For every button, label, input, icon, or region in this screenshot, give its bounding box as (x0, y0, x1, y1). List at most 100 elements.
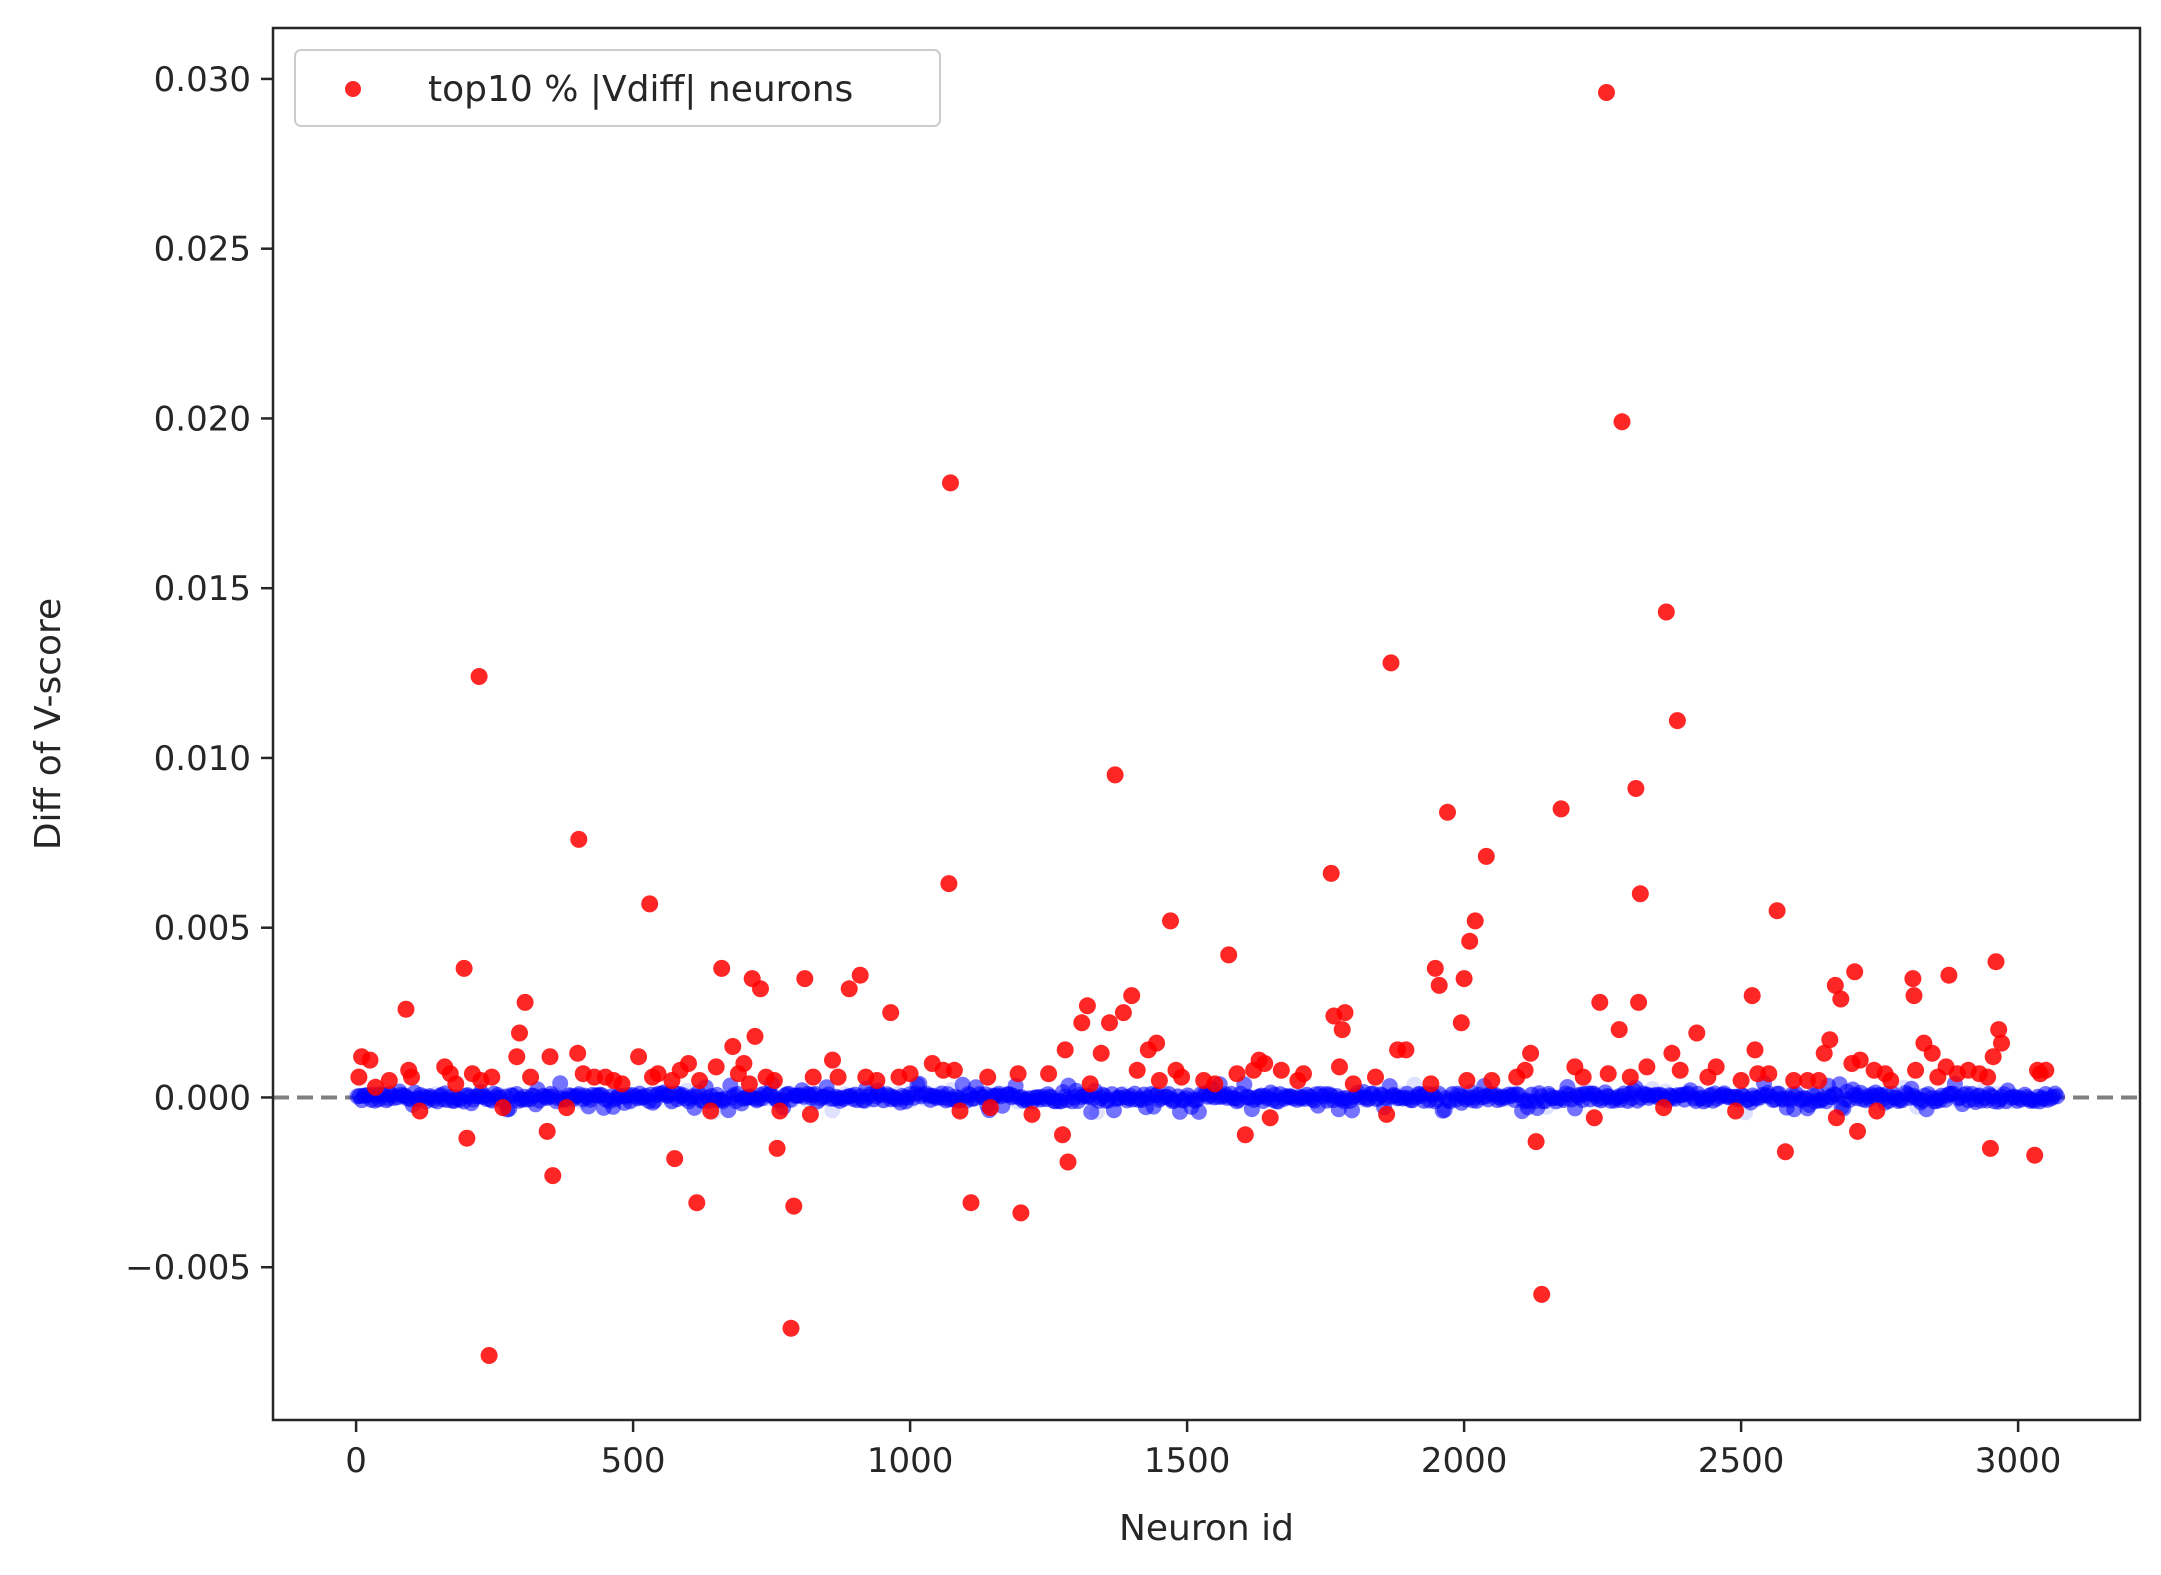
data-point (569, 1044, 587, 1062)
data-point (1336, 1004, 1354, 1022)
data-point (411, 1102, 429, 1120)
data-point (979, 1068, 997, 1086)
data-point (1397, 1041, 1415, 1059)
data-point (1378, 1105, 1396, 1123)
background-point (1083, 1104, 1100, 1120)
y-tick-label: 0.000 (154, 1078, 251, 1118)
data-point (1162, 912, 1179, 930)
y-tick-label: 0.030 (154, 60, 251, 100)
data-point (981, 1099, 999, 1117)
data-point (361, 1051, 379, 1069)
background-point (1344, 1102, 1360, 1119)
data-point (746, 1027, 764, 1045)
data-point (480, 1347, 498, 1364)
plot-background (273, 28, 2140, 1420)
data-point (1059, 1153, 1077, 1171)
data-point (724, 1038, 742, 1055)
data-point (796, 970, 814, 988)
data-point (940, 875, 958, 893)
data-point (494, 1099, 512, 1117)
data-point (1574, 1068, 1592, 1086)
data-point (1458, 1072, 1476, 1089)
data-point (508, 1048, 526, 1066)
data-point (1054, 1126, 1071, 1144)
data-point (1981, 1139, 1999, 1157)
data-point (1768, 902, 1786, 920)
data-point (1114, 1004, 1132, 1022)
data-point (1228, 1065, 1246, 1083)
legend-box (294, 49, 941, 127)
data-point (1630, 993, 1648, 1011)
data-point (868, 1072, 886, 1089)
x-tick-label: 0 (345, 1441, 367, 1481)
legend-marker (345, 81, 361, 97)
data-point (829, 1068, 847, 1086)
data-point (1148, 1034, 1166, 1052)
data-point (1073, 1014, 1091, 1032)
plot-area (273, 28, 2140, 1420)
data-point (1101, 1014, 1118, 1032)
data-point (1295, 1065, 1312, 1083)
data-point (680, 1055, 697, 1072)
data-point (1688, 1024, 1706, 1042)
data-point (1671, 1061, 1689, 1079)
data-point (1990, 1021, 2008, 1039)
data-point (1846, 963, 1864, 981)
x-tick-label: 1000 (867, 1441, 954, 1481)
y-tick-label: −0.005 (125, 1248, 251, 1288)
data-point (1516, 1061, 1534, 1079)
data-point (1727, 1102, 1745, 1120)
data-point (1333, 1021, 1351, 1039)
data-point (1439, 803, 1456, 821)
data-point (1012, 1204, 1030, 1222)
data-point (1746, 1041, 1764, 1059)
data-point (1849, 1122, 1866, 1140)
data-point (1707, 1058, 1725, 1076)
data-point (1123, 987, 1141, 1005)
y-tick-label: 0.020 (154, 399, 251, 439)
data-point (649, 1065, 667, 1083)
data-point (804, 1068, 822, 1086)
data-point (1220, 946, 1238, 964)
data-point (1826, 976, 1844, 994)
data-point (771, 1102, 789, 1120)
data-point (516, 993, 534, 1011)
data-point (1106, 766, 1124, 784)
data-point (1907, 1061, 1925, 1079)
data-point (1598, 84, 1615, 101)
data-point (1527, 1133, 1545, 1151)
data-point (1851, 1051, 1869, 1069)
x-tick-label: 500 (601, 1441, 666, 1481)
data-point (1322, 864, 1340, 882)
data-point (1638, 1058, 1656, 1076)
data-point (1993, 1034, 2010, 1052)
data-point (1522, 1044, 1540, 1062)
data-point (1760, 1065, 1778, 1083)
data-point (570, 830, 588, 848)
data-point (1585, 1109, 1603, 1127)
y-tick-label: 0.005 (154, 909, 251, 949)
y-tick-label: 0.015 (154, 569, 251, 609)
axes-frame (271, 26, 2142, 1422)
data-point (735, 1055, 753, 1072)
data-point (1422, 1075, 1440, 1093)
data-point (1344, 1075, 1362, 1093)
data-point (840, 980, 858, 998)
data-point (702, 1102, 720, 1120)
data-point (851, 966, 869, 984)
data-point (1987, 953, 2005, 971)
data-point (1056, 1041, 1074, 1059)
data-point (1367, 1068, 1384, 1086)
data-point (1613, 413, 1631, 431)
data-point (1905, 987, 1923, 1005)
data-point (1452, 1014, 1470, 1032)
y-tick-label: 0.025 (154, 230, 251, 270)
highlighted-points (350, 84, 2055, 1364)
data-point (1466, 912, 1484, 930)
data-point (1206, 1075, 1224, 1093)
data-point (367, 1078, 384, 1096)
data-point (768, 1139, 786, 1157)
data-point (1776, 1143, 1794, 1161)
x-tick-label: 1500 (1144, 1441, 1231, 1481)
data-point (782, 1319, 800, 1337)
